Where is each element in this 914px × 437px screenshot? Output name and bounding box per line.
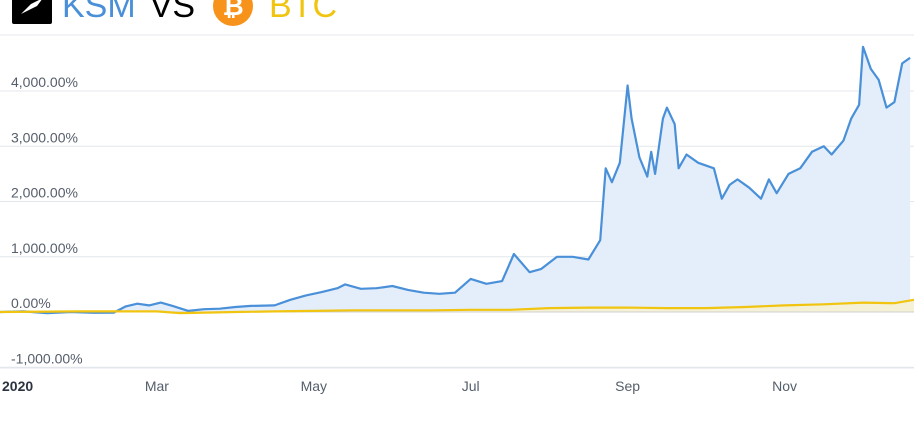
btc-area-fill [0, 299, 914, 314]
ksm-series-line [0, 45, 911, 315]
title-btc: BTC [269, 0, 338, 25]
y-tick-label: 0.00% [11, 295, 51, 311]
y-tick-label: 3,000.00% [11, 129, 78, 145]
x-tick-label: May [301, 378, 327, 394]
y-tick-label: -1,000.00% [11, 350, 83, 366]
y-tick-label: 4,000.00% [11, 74, 78, 90]
title-ksm: KSM [62, 0, 136, 25]
y-tick-label: 1,000.00% [11, 240, 78, 256]
title-vs: VS [149, 0, 196, 25]
chart-title: KSM VS ₿ BTC [12, 0, 337, 26]
x-tick-label: 2020 [2, 378, 33, 394]
btc-series-line [0, 298, 914, 315]
kusama-logo-icon [12, 0, 52, 24]
y-tick-label: 2,000.00% [11, 185, 78, 201]
x-tick-label: Nov [772, 378, 797, 394]
ksm-area-fill [0, 46, 911, 314]
x-tick-label: Jul [462, 378, 480, 394]
x-tick-label: Sep [615, 378, 640, 394]
x-tick-label: Mar [145, 378, 169, 394]
